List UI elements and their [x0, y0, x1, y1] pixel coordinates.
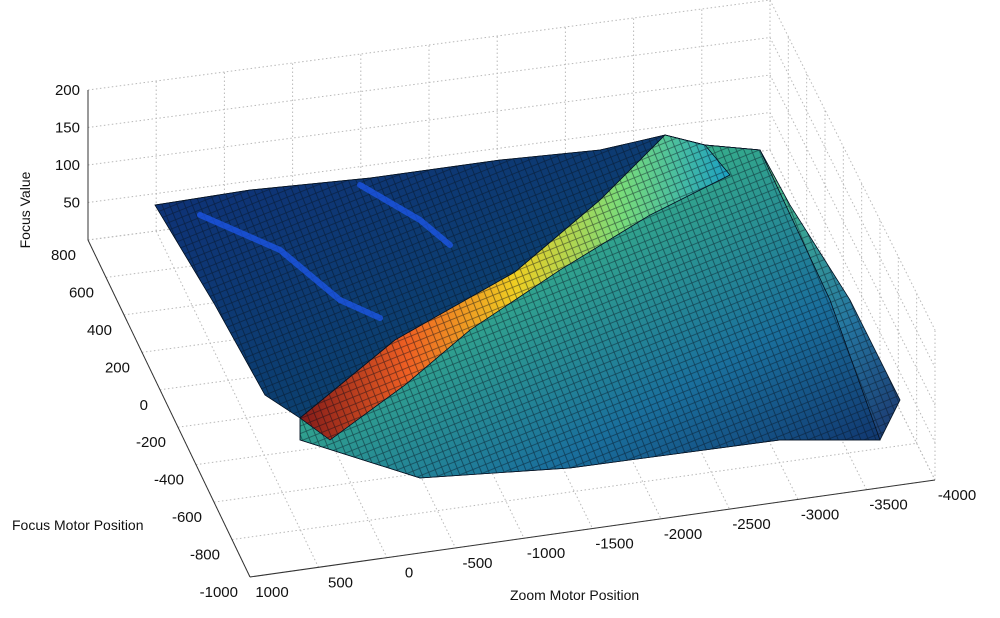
axis-line-focus [87, 239, 251, 578]
grid-line [769, 112, 936, 443]
y-tick-label: 0 [140, 397, 148, 414]
x-tick-label: -4000 [938, 487, 976, 504]
x-tick-label: -2500 [732, 516, 770, 533]
x-tick-label: -1500 [595, 536, 633, 553]
z-tick-label: 100 [55, 157, 80, 174]
x-tick-label: -1000 [527, 545, 565, 562]
y-tick-label: -1000 [200, 584, 238, 601]
y-tick-label: 800 [51, 247, 76, 264]
grid-line [87, 112, 771, 203]
x-tick-label: -3500 [869, 497, 907, 514]
y-tick-label: 200 [105, 359, 130, 376]
surface-streak [357, 182, 453, 248]
axis-line-zoom [249, 479, 936, 578]
grid-line [769, 0, 936, 331]
y-tick-label: -200 [136, 434, 166, 451]
grid-line [231, 442, 917, 541]
surface-streak [197, 212, 383, 321]
y-tick-label: -800 [190, 547, 220, 564]
x-tick-label: 1000 [255, 584, 288, 601]
y-tick-label: -600 [172, 509, 202, 526]
grid-line [769, 74, 936, 406]
z-axis-title: Focus Value [17, 171, 33, 248]
x-axis-title: Zoom Motor Position [510, 587, 639, 603]
x-tick-label: 500 [328, 574, 353, 591]
x-tick-label: -3000 [801, 506, 839, 523]
y-tick-label: 600 [69, 284, 94, 301]
tick-labels: 10005000-500-1000-1500-2000-2500-3000-35… [51, 82, 976, 601]
surface-ridge-mesh [299, 134, 731, 441]
x-tick-label: 0 [405, 565, 413, 582]
z-tick-label: 200 [55, 82, 80, 99]
grid-line [87, 37, 771, 128]
y-tick-label: -400 [154, 472, 184, 489]
x-tick-label: -2000 [664, 526, 702, 543]
x-tick-label: -500 [462, 555, 492, 572]
grid-line [87, 0, 771, 91]
grid-line [87, 74, 771, 166]
grid-line [769, 37, 936, 368]
y-axis-title: Focus Motor Position [12, 517, 144, 533]
surface [154, 134, 901, 479]
y-tick-label: 400 [87, 322, 112, 339]
z-tick-label: 50 [63, 195, 80, 212]
z-tick-label: 150 [55, 120, 80, 137]
